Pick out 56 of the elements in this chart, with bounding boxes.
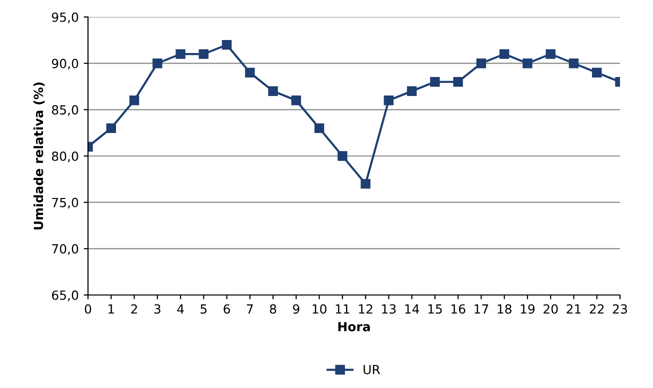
y-tick-label: 70,0 [52,244,78,255]
point [546,49,556,59]
x-tick-label: 6 [224,304,230,314]
point [476,58,486,68]
point [222,40,232,50]
point [453,77,463,87]
x-tick-label: 18 [498,304,512,314]
x-tick-label: 5 [200,304,207,314]
x-tick-label: 2 [131,304,137,314]
x-tick-label: 20 [544,304,558,314]
point [176,49,186,59]
point [406,86,417,96]
point [338,151,348,161]
x-axis-title: Hora [338,322,370,332]
x-tick-label: 17 [474,304,488,314]
point [198,49,209,59]
point [522,58,532,68]
point [268,86,278,96]
point [129,96,140,106]
point [592,68,602,78]
y-axis-title: Umidade relativa (%) [33,82,45,230]
x-tick-label: 14 [405,304,420,314]
x-tick-label: 13 [382,304,396,314]
point [360,178,370,189]
x-tick-label: 3 [154,304,160,314]
point [314,123,324,134]
x-tick-label: 21 [566,304,581,314]
point [430,77,440,87]
x-tick-label: 7 [246,304,253,314]
x-tick-label: 19 [520,304,535,314]
x-tick-label: 4 [177,304,184,314]
x-tick-label: 16 [452,304,466,314]
y-tick-label: 65,0 [52,290,78,302]
point [568,58,579,68]
x-tick-label: 11 [336,304,350,314]
point [106,123,116,134]
point [499,49,510,59]
y-tick-label: 95,0 [52,12,78,24]
x-tick-label: 23 [612,304,627,314]
x-tick-label: 1 [108,304,114,314]
y-tick-label: 90,0 [52,58,78,70]
x-tick-label: 12 [358,304,372,314]
x-tick-label: 10 [312,304,326,314]
x-tick-label: 15 [428,304,442,314]
y-tick-label: 85,0 [52,105,78,116]
y-tick-label: 75,0 [52,198,78,209]
legend-label: UR [364,365,380,374]
y-tick-label: 80,0 [52,151,78,162]
x-tick-label: 8 [270,304,276,314]
point [245,68,255,78]
x-tick-label: 22 [590,304,604,314]
x-tick-label: 9 [292,304,300,314]
x-tick-label: 0 [84,304,92,314]
point [152,58,162,68]
point [384,96,394,106]
point [291,96,302,106]
